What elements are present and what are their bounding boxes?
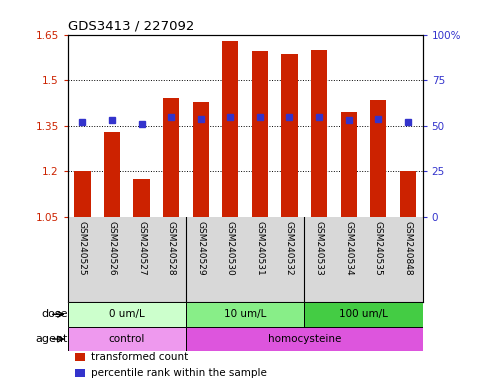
Text: GDS3413 / 227092: GDS3413 / 227092 (68, 19, 194, 32)
Text: 100 um/L: 100 um/L (339, 309, 388, 319)
Bar (282, 55, 298, 217)
Text: GSM240530: GSM240530 (226, 220, 235, 275)
Bar (222, 41, 239, 217)
Text: GSM240535: GSM240535 (374, 220, 383, 275)
Text: 10 um/L: 10 um/L (224, 309, 266, 319)
Bar (104, 132, 120, 217)
Bar (311, 50, 327, 217)
Text: control: control (109, 334, 145, 344)
Bar (186, 302, 304, 327)
Bar (252, 51, 268, 217)
Text: GSM240529: GSM240529 (196, 220, 205, 275)
Bar (400, 172, 416, 217)
Bar (370, 100, 386, 217)
Bar (75, 369, 85, 377)
Text: GSM240527: GSM240527 (137, 220, 146, 275)
Text: dose: dose (41, 309, 68, 319)
Text: GSM240848: GSM240848 (403, 220, 412, 275)
Bar (186, 327, 423, 351)
Bar (133, 179, 150, 217)
Bar (304, 302, 423, 327)
Text: GSM240533: GSM240533 (314, 220, 324, 275)
Text: homocysteine: homocysteine (268, 334, 341, 344)
Text: GSM240528: GSM240528 (167, 220, 176, 275)
Text: transformed count: transformed count (91, 352, 188, 362)
Bar (74, 172, 90, 217)
Bar (163, 98, 179, 217)
Bar (68, 302, 186, 327)
Bar (75, 353, 85, 361)
Text: GSM240525: GSM240525 (78, 220, 87, 275)
Text: GSM240531: GSM240531 (256, 220, 264, 275)
Text: percentile rank within the sample: percentile rank within the sample (91, 368, 267, 378)
Text: GSM240526: GSM240526 (108, 220, 116, 275)
Text: GSM240532: GSM240532 (285, 220, 294, 275)
Text: GSM240534: GSM240534 (344, 220, 353, 275)
Text: 0 um/L: 0 um/L (109, 309, 145, 319)
Bar (68, 327, 186, 351)
Bar (341, 112, 357, 217)
Text: agent: agent (35, 334, 68, 344)
Bar (193, 101, 209, 217)
